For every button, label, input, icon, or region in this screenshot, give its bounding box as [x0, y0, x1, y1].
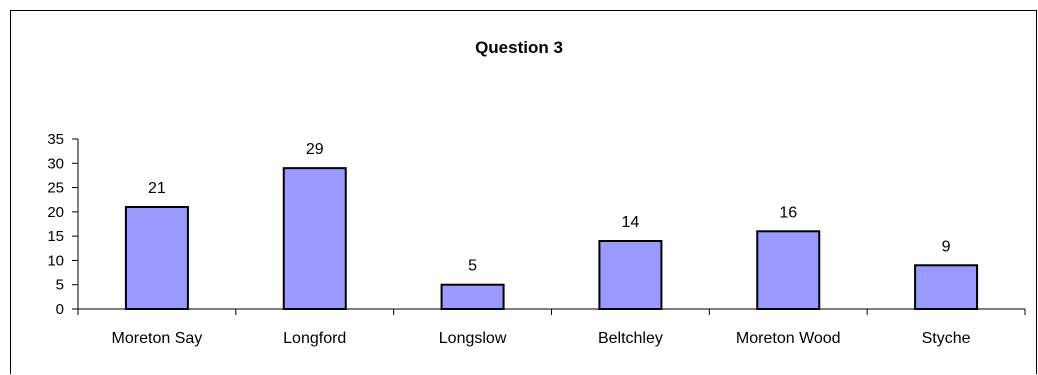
data-label: 29 — [306, 141, 324, 158]
data-labels: 21 29 5 14 16 9 — [148, 141, 951, 275]
y-tick-label: 0 — [56, 301, 64, 318]
y-tick-label: 20 — [47, 204, 64, 221]
y-tick-label: 35 — [47, 131, 64, 148]
data-label: 5 — [468, 258, 477, 275]
y-tick-label: 30 — [47, 155, 64, 172]
chart-frame — [10, 10, 1037, 374]
bar-longford — [282, 167, 347, 310]
data-label: 21 — [148, 180, 166, 197]
data-label: 14 — [622, 214, 640, 231]
x-tick-label: Longslow — [439, 330, 507, 347]
y-tick-label: 15 — [47, 228, 64, 245]
data-label: 9 — [942, 238, 951, 255]
y-tick-label: 10 — [47, 252, 64, 269]
x-tick-label: Beltchley — [598, 330, 663, 347]
y-tick-label: 5 — [56, 277, 64, 294]
data-label: 16 — [779, 204, 797, 221]
bar-moreton-wood — [756, 230, 821, 311]
bar-beltchley — [598, 240, 663, 310]
y-axis: 0 5 10 15 20 25 30 35 — [47, 131, 79, 318]
bar-moreton-say — [124, 206, 189, 310]
x-axis: Moreton Say Longford Longslow Beltchley More… — [77, 308, 1026, 347]
bar-longslow — [440, 283, 505, 311]
x-tick-label: Longford — [283, 330, 346, 347]
bars — [124, 167, 979, 311]
y-tick-label: 25 — [47, 180, 64, 197]
x-tick-label: Moreton Say — [112, 330, 203, 347]
x-tick-label: Moreton Wood — [736, 330, 841, 347]
chart-title: Question 3 — [475, 38, 563, 57]
x-tick-label: Styche — [922, 330, 971, 347]
bar-styche — [914, 264, 979, 310]
